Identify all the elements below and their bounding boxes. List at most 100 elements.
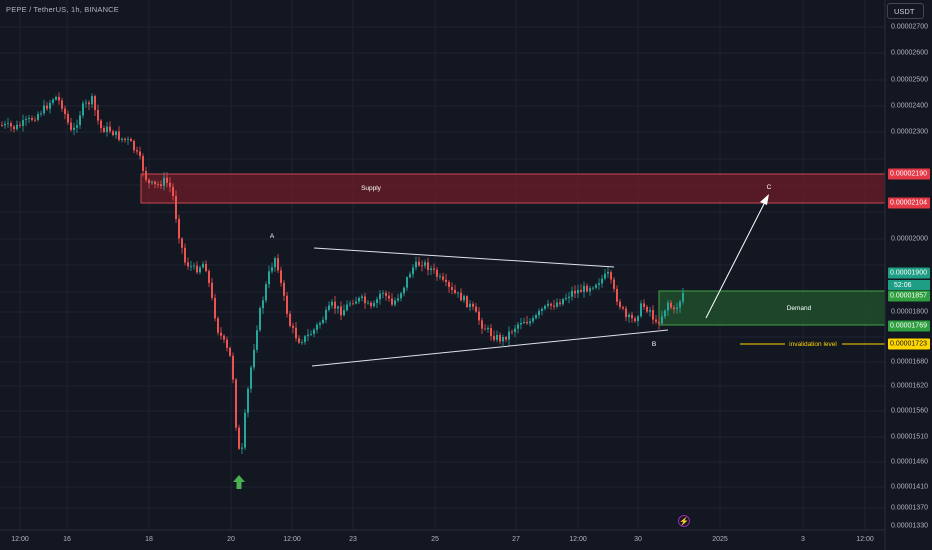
price-tick: 0.00001510 [891, 433, 928, 441]
candle-body [598, 283, 600, 285]
candle-body [91, 96, 93, 105]
candle-body [466, 296, 468, 307]
candle-body [340, 306, 342, 316]
candle-body [562, 299, 564, 305]
candle-body [658, 321, 660, 324]
candle-body [571, 290, 573, 297]
candle-body [28, 118, 30, 120]
candle-body [472, 303, 474, 307]
candle-body [682, 292, 684, 302]
candle-body [595, 284, 597, 288]
candle-body [94, 96, 96, 111]
candle-body [271, 267, 273, 272]
candle-body [475, 306, 477, 312]
candle-body [616, 288, 618, 302]
candle-body [634, 318, 636, 322]
candle-body [445, 279, 447, 283]
candle-body [520, 323, 522, 325]
candle-body [34, 119, 36, 121]
candle-body [373, 302, 375, 307]
time-tick: 3 [801, 536, 805, 543]
candle-body [160, 184, 162, 186]
candle-body [517, 324, 519, 329]
candle-body [505, 336, 507, 340]
triangle-lower-line[interactable] [311, 329, 669, 367]
candle-body [421, 265, 423, 267]
candle-body [202, 263, 204, 268]
candle-body [532, 317, 534, 322]
candle-body [376, 299, 378, 303]
candle-body [613, 279, 615, 289]
demand-zone[interactable] [658, 290, 886, 326]
candle-body [298, 338, 300, 343]
candle-body [502, 336, 504, 342]
projection-arrow[interactable] [705, 199, 767, 319]
candle-body [280, 270, 282, 283]
time-tick: 20 [227, 536, 235, 543]
candle-body [433, 268, 435, 270]
candle-body [19, 124, 21, 126]
candle-body [61, 100, 63, 109]
bar-countdown: 52:06 [888, 280, 930, 290]
candle-body [187, 262, 189, 267]
candle-body [430, 268, 432, 271]
supply-zone[interactable] [140, 173, 886, 204]
demand-label: Demand [787, 305, 812, 312]
candle-body [640, 303, 642, 317]
candle-body [523, 321, 525, 324]
candle-body [382, 292, 384, 294]
candle-body [355, 301, 357, 304]
candle-body [460, 292, 462, 301]
candle-body [469, 303, 471, 307]
candle-body [106, 126, 108, 132]
candle-body [610, 272, 612, 280]
price-tick: 0.00001800 [891, 308, 928, 316]
candle-body [409, 274, 411, 278]
candle-body [478, 311, 480, 321]
candle-body [10, 123, 12, 127]
currency-selector[interactable]: USDT [887, 3, 924, 19]
candle-body [7, 123, 9, 125]
candle-body [22, 120, 24, 126]
candle-body [535, 315, 537, 318]
candle-body [55, 96, 57, 100]
candle-body [25, 119, 27, 121]
candle-body [631, 314, 633, 319]
candle-body [664, 310, 666, 317]
price-tick: 0.00001560 [891, 407, 928, 415]
candle-body [283, 282, 285, 296]
candle-body [139, 151, 141, 157]
candle-body [457, 292, 459, 294]
candle-body [196, 265, 198, 273]
supply-top-badge: 0.00002190 [888, 168, 930, 180]
candle-body [637, 316, 639, 322]
triangle-upper-line[interactable] [313, 247, 615, 268]
candle-body [268, 271, 270, 285]
candle-body [349, 303, 351, 305]
candle-body [73, 127, 75, 130]
candle-body [529, 321, 531, 324]
candle-body [463, 296, 465, 301]
price-tick: 0.00001330 [891, 522, 928, 530]
demand-bottom-badge: 0.00001769 [888, 320, 930, 332]
candle-body [85, 102, 87, 104]
candle-body [643, 303, 645, 307]
candle-body [136, 150, 138, 152]
candle-body [295, 327, 297, 339]
candle-body [250, 367, 252, 389]
candle-body [262, 300, 264, 309]
candle-body [241, 447, 243, 449]
candle-body [568, 296, 570, 298]
lightning-icon[interactable]: ⚡ [678, 515, 690, 527]
candle-body [541, 308, 543, 311]
candle-body [277, 258, 279, 271]
candle-body [559, 302, 561, 305]
candle-body [244, 412, 246, 448]
candle-body [526, 321, 528, 324]
candle-body [190, 266, 192, 268]
candle-body [130, 139, 132, 141]
symbol-title[interactable]: PEPE / TetherUS, 1h, BINANCE [6, 5, 120, 14]
price-tick: 0.00002500 [891, 76, 928, 84]
candle-body [289, 313, 291, 326]
